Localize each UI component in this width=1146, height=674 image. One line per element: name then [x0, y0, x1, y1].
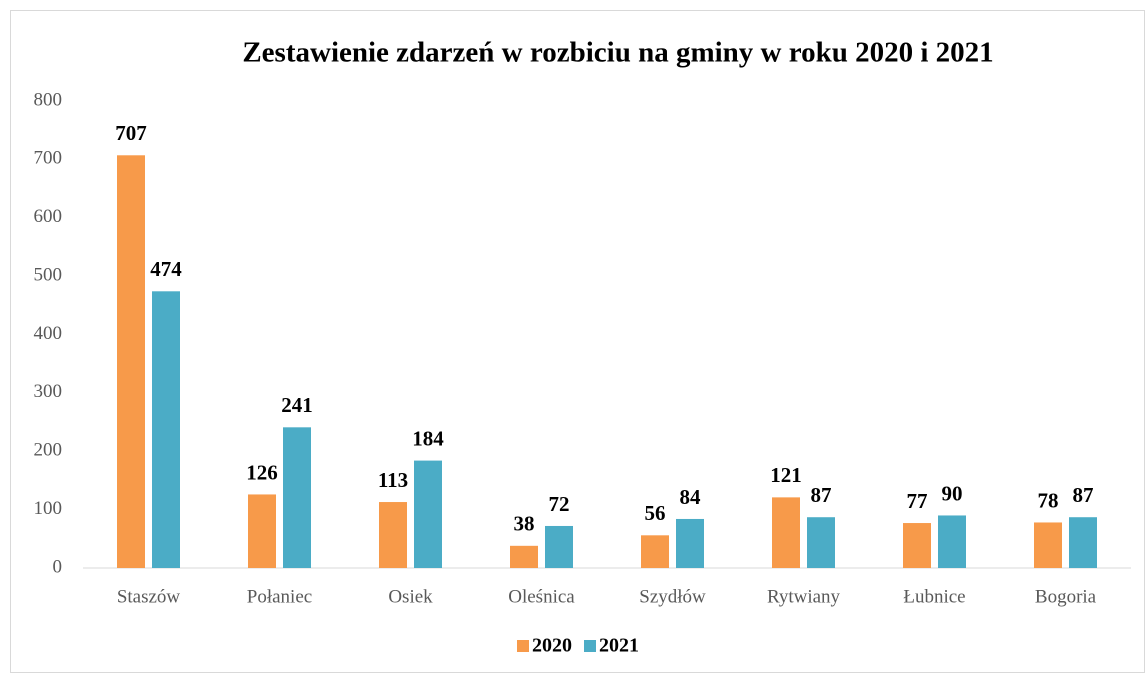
- bar: [807, 517, 835, 568]
- data-label: 87: [1073, 483, 1094, 507]
- legend-swatch: [584, 640, 596, 652]
- x-tick-label: Osiek: [388, 586, 433, 607]
- data-label: 121: [770, 463, 802, 487]
- data-label: 113: [378, 468, 408, 492]
- data-label: 78: [1038, 488, 1059, 512]
- y-tick-label: 400: [34, 323, 63, 344]
- bar: [1034, 522, 1062, 568]
- bar: [676, 518, 704, 568]
- data-label: 38: [514, 512, 535, 536]
- chart-frame: [10, 10, 1145, 673]
- data-label: 126: [246, 460, 278, 484]
- data-label: 707: [115, 121, 147, 145]
- x-tick-label: Łubnice: [903, 586, 965, 607]
- y-tick-label: 100: [34, 498, 63, 519]
- data-label: 87: [811, 483, 832, 507]
- legend-label: 2021: [599, 635, 639, 657]
- bar: [1069, 517, 1097, 568]
- bar: [379, 502, 407, 568]
- data-label: 90: [942, 481, 963, 505]
- x-tick-label: Połaniec: [247, 586, 312, 607]
- bar: [510, 545, 538, 568]
- y-tick-label: 0: [53, 556, 63, 577]
- bar: [641, 535, 669, 568]
- bar: [414, 460, 442, 568]
- x-tick-label: Oleśnica: [508, 586, 575, 607]
- chart-title: Zestawienie zdarzeń w rozbiciu na gminy …: [242, 37, 993, 69]
- x-tick-label: Szydłów: [639, 586, 706, 607]
- bar: [248, 494, 276, 568]
- bar: [283, 427, 311, 568]
- data-label: 84: [680, 485, 702, 509]
- data-label: 56: [645, 501, 666, 525]
- data-label: 241: [281, 393, 313, 417]
- y-tick-label: 700: [34, 148, 63, 169]
- y-tick-label: 200: [34, 440, 63, 461]
- data-label: 72: [549, 492, 570, 516]
- data-label: 77: [907, 489, 928, 513]
- data-label: 184: [412, 426, 444, 450]
- y-tick-label: 800: [34, 89, 63, 110]
- y-tick-label: 600: [34, 206, 63, 227]
- x-tick-label: Rytwiany: [767, 586, 841, 607]
- legend-label: 2020: [532, 635, 572, 657]
- data-label: 474: [150, 257, 182, 281]
- x-tick-label: Staszów: [117, 586, 181, 607]
- bar: [772, 497, 800, 568]
- legend-swatch: [517, 640, 529, 652]
- x-tick-label: Bogoria: [1035, 586, 1097, 607]
- bar: [117, 155, 145, 568]
- bar: [938, 515, 966, 568]
- bar: [152, 291, 180, 568]
- bar: [545, 525, 573, 568]
- bar: [903, 523, 931, 568]
- y-tick-label: 500: [34, 264, 63, 285]
- y-tick-label: 300: [34, 381, 63, 402]
